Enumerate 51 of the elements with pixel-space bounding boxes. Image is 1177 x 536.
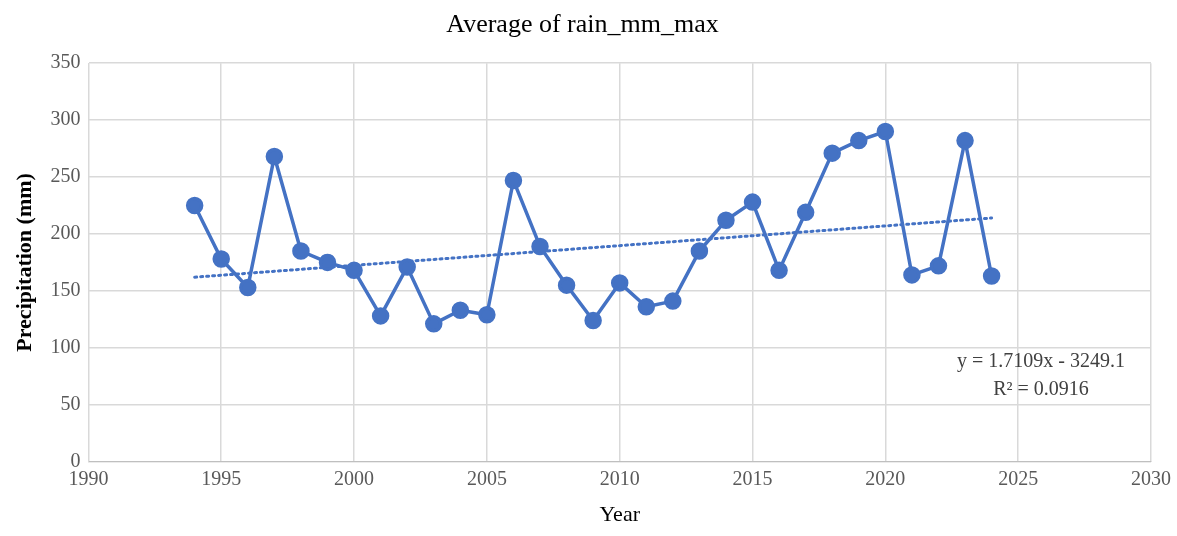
point — [610, 274, 629, 292]
point — [876, 122, 895, 141]
y-tick-label: 250 — [50, 164, 81, 187]
y-tick-label: 150 — [50, 278, 81, 301]
y-axis-title: Precipitation (mm) — [10, 173, 36, 352]
y-tick-label: 50 — [60, 391, 81, 414]
point — [371, 307, 390, 325]
point — [185, 196, 204, 215]
chart-title: Average of rain_mm_max — [446, 9, 719, 39]
x-tick-label: 2025 — [998, 466, 1039, 489]
point — [929, 257, 948, 275]
point — [212, 250, 230, 268]
annotation: y = 1.7109x - 3249.1 — [957, 348, 1125, 372]
point — [478, 306, 496, 324]
annotation: R² = 0.0916 — [993, 376, 1089, 399]
point — [796, 203, 815, 222]
x-tick-label: 2000 — [334, 466, 375, 489]
point — [584, 311, 602, 330]
x-tick-label: 2015 — [732, 466, 773, 489]
point — [292, 242, 310, 260]
point — [664, 292, 682, 310]
x-axis-title: Year — [599, 500, 641, 526]
point — [850, 131, 868, 150]
point — [239, 278, 257, 297]
x-tick-label: 2020 — [865, 466, 906, 489]
point — [717, 211, 735, 230]
point — [557, 276, 576, 294]
y-tick-label: 200 — [50, 221, 81, 244]
point — [398, 258, 416, 276]
point — [265, 147, 284, 166]
point — [531, 237, 549, 256]
point — [504, 171, 523, 190]
point — [956, 131, 974, 150]
y-tick-label: 300 — [50, 107, 81, 130]
point — [318, 253, 337, 272]
point — [823, 144, 841, 162]
x-tick-label: 2030 — [1131, 466, 1171, 489]
point — [982, 267, 1001, 285]
point — [451, 301, 470, 319]
point — [903, 266, 921, 284]
point — [425, 315, 443, 333]
y-tick-label: 350 — [50, 50, 81, 73]
x-tick-label: 2005 — [466, 466, 507, 489]
point — [637, 298, 656, 316]
point — [770, 261, 788, 280]
y-tick-label: 100 — [50, 335, 81, 358]
x-tick-label: 2010 — [599, 466, 640, 489]
point — [690, 242, 709, 260]
x-tick-label: 1995 — [201, 466, 242, 489]
point — [743, 193, 762, 211]
point — [345, 261, 363, 280]
